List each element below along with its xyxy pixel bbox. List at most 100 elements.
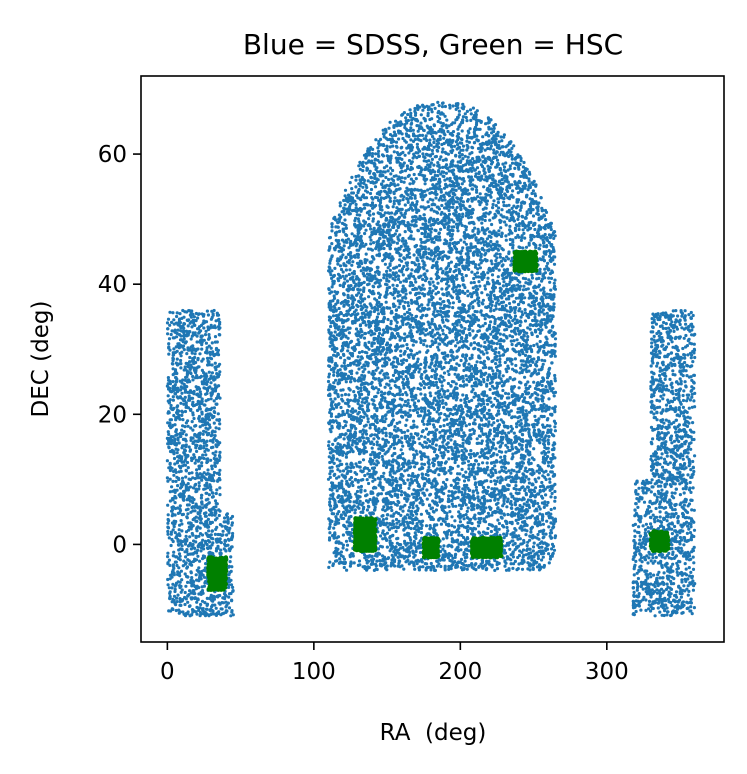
sdss-point xyxy=(333,266,337,270)
sdss-point xyxy=(199,549,203,553)
sdss-point xyxy=(343,218,347,222)
sdss-point xyxy=(442,378,446,382)
sdss-point xyxy=(547,525,551,529)
sdss-point xyxy=(174,345,178,349)
sdss-point xyxy=(218,523,222,527)
sdss-point xyxy=(181,564,185,568)
sdss-point xyxy=(518,323,522,328)
sdss-point xyxy=(186,378,191,382)
sdss-point xyxy=(207,525,211,529)
sdss-point xyxy=(429,561,433,566)
sdss-point xyxy=(384,351,389,355)
sdss-point xyxy=(201,453,205,457)
sdss-point xyxy=(206,534,210,539)
sdss-point xyxy=(448,176,452,180)
sdss-point xyxy=(224,605,228,609)
sdss-point xyxy=(194,519,198,523)
sdss-point xyxy=(213,377,217,381)
sdss-point xyxy=(191,374,195,379)
sdss-point xyxy=(211,603,215,607)
sdss-point xyxy=(463,491,467,496)
sdss-point xyxy=(196,545,200,549)
sdss-point xyxy=(515,338,519,342)
sdss-point xyxy=(179,434,183,439)
sdss-point xyxy=(399,354,403,358)
sdss-point xyxy=(476,524,481,528)
sdss-point xyxy=(172,525,176,529)
sdss-point xyxy=(174,330,178,335)
sdss-point xyxy=(180,544,184,548)
sdss-point xyxy=(501,284,505,288)
sdss-point xyxy=(222,592,227,596)
sdss-point xyxy=(549,227,553,232)
sdss-point xyxy=(196,312,201,316)
sdss-point xyxy=(183,572,187,576)
sdss-point xyxy=(394,308,398,312)
sdss-point xyxy=(200,493,204,497)
sdss-point xyxy=(191,486,196,490)
sdss-point xyxy=(190,420,194,424)
sdss-point xyxy=(182,348,186,352)
sdss-point xyxy=(200,382,205,386)
sdss-point xyxy=(227,531,231,535)
sdss-point xyxy=(398,280,403,284)
sdss-point xyxy=(170,575,174,579)
sdss-point xyxy=(180,588,184,592)
sdss-point xyxy=(227,564,231,568)
sdss-point xyxy=(478,531,482,535)
sdss-point xyxy=(353,316,358,320)
sdss-point xyxy=(513,314,518,318)
sdss-point xyxy=(183,437,187,441)
sdss-point xyxy=(173,513,177,517)
sdss-point xyxy=(494,259,498,263)
sdss-point xyxy=(486,526,490,531)
sdss-point xyxy=(200,500,204,504)
sdss-point xyxy=(166,376,170,380)
sdss-point xyxy=(425,269,429,273)
sdss-point xyxy=(212,612,216,616)
sdss-point xyxy=(169,530,173,534)
sdss-point xyxy=(188,355,192,360)
sdss-point xyxy=(553,495,557,500)
sdss-point xyxy=(191,610,195,614)
sdss-point xyxy=(465,134,469,138)
sdss-point xyxy=(171,398,175,402)
sdss-point xyxy=(414,177,418,181)
sdss-point xyxy=(447,497,451,501)
sdss-point xyxy=(409,526,413,531)
sdss-point xyxy=(214,606,218,610)
sdss-point xyxy=(200,347,204,351)
sdss-point xyxy=(230,523,234,527)
sdss-point xyxy=(200,473,204,477)
sdss-point xyxy=(200,533,205,537)
sdss-point xyxy=(408,291,412,295)
sdss-point xyxy=(462,416,466,420)
sdss-point xyxy=(190,334,194,338)
sdss-point xyxy=(195,374,199,378)
sdss-point xyxy=(207,407,211,412)
sdss-point xyxy=(215,461,219,465)
sdss-point xyxy=(181,308,185,313)
sdss-point xyxy=(176,543,181,547)
sdss-point xyxy=(189,337,193,341)
sdss-point xyxy=(209,488,213,492)
sdss-point xyxy=(166,430,170,434)
sdss-point xyxy=(460,467,464,471)
sdss-point xyxy=(364,228,368,232)
sdss-point xyxy=(170,514,174,518)
sdss-point xyxy=(202,321,206,325)
sdss-point xyxy=(388,219,392,223)
sdss-point xyxy=(195,568,199,572)
sdss-point xyxy=(450,457,454,461)
sdss-point xyxy=(471,157,475,161)
sdss-point xyxy=(403,230,407,234)
sdss-point xyxy=(403,203,407,207)
sdss-point xyxy=(195,340,199,344)
sdss-point xyxy=(196,554,200,558)
sdss-point xyxy=(183,542,188,546)
sdss-point xyxy=(183,590,187,595)
sdss-point xyxy=(173,587,177,591)
sdss-point xyxy=(194,610,198,614)
sdss-point xyxy=(355,363,359,367)
